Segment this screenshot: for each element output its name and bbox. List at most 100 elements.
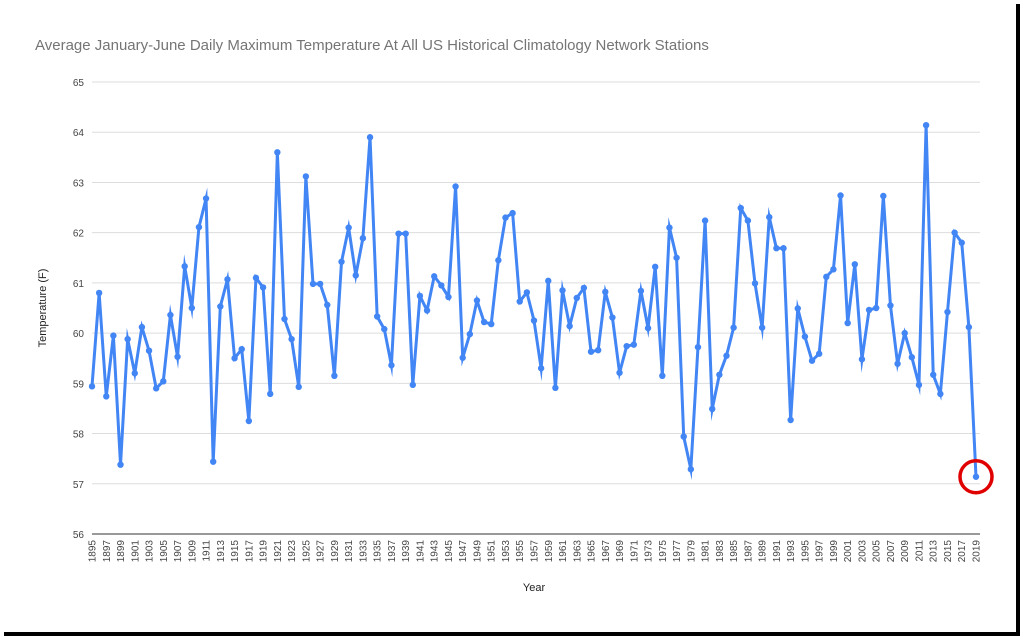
x-tick-label: 1995	[800, 540, 811, 563]
data-point-1989	[758, 324, 766, 331]
highlight-circle	[958, 458, 994, 495]
y-tick-label: 57	[73, 480, 85, 491]
data-point-1910	[195, 223, 203, 231]
x-tick-label: 1973	[644, 540, 655, 563]
x-tick-label: 2011	[914, 540, 925, 562]
x-tick-label: 1947	[458, 540, 469, 563]
x-tick-label: 1985	[729, 540, 740, 563]
data-point-1997	[815, 350, 823, 357]
data-point-2004	[865, 306, 873, 314]
data-point-2017	[958, 239, 965, 246]
data-point-1964	[580, 284, 588, 292]
x-tick-label: 1969	[615, 540, 626, 563]
y-tick-label: 61	[73, 279, 85, 290]
data-point-1946	[452, 183, 459, 190]
x-tick-label: 1917	[244, 540, 255, 563]
data-point-1930	[338, 258, 345, 265]
data-point-1925	[302, 173, 310, 180]
x-tick-label: 1931	[344, 540, 355, 563]
x-tick-label: 1901	[130, 540, 141, 563]
data-point-1972	[637, 287, 645, 295]
data-point-2000	[837, 192, 844, 199]
data-point-1979	[687, 466, 695, 473]
data-point-2008	[894, 360, 901, 367]
data-point-1998	[823, 273, 830, 281]
x-tick-label: 1913	[216, 540, 227, 563]
data-point-1899	[117, 461, 124, 468]
data-point-2018	[965, 323, 973, 331]
x-tick-label: 1993	[786, 540, 797, 563]
data-point-1942	[423, 307, 431, 314]
data-point-1918	[252, 274, 260, 282]
y-tick-label: 65	[73, 78, 85, 89]
data-point-1915	[231, 355, 238, 362]
data-point-1994	[794, 305, 801, 312]
x-tick-label: 2003	[857, 540, 868, 563]
x-tick-label: 1927	[316, 540, 327, 563]
y-axis-ticks: 56 57 58 59 60 61 62 63 64 65	[73, 78, 85, 541]
data-point-2009	[901, 329, 908, 337]
y-tick-label: 63	[73, 178, 85, 189]
x-tick-label: 1937	[387, 540, 398, 563]
data-point-1911	[202, 195, 210, 202]
x-tick-label: 1897	[102, 540, 113, 563]
data-point-1907	[174, 353, 181, 360]
data-point-1941	[416, 292, 424, 300]
y-tick-label: 62	[73, 229, 85, 240]
data-point-1922	[281, 315, 288, 323]
x-tick-label: 2007	[886, 540, 897, 563]
x-tick-label: 1921	[273, 540, 284, 563]
data-point-1956	[523, 289, 531, 296]
data-point-1947	[459, 354, 466, 361]
x-tick-label: 1957	[530, 540, 541, 563]
data-point-2005	[872, 304, 880, 312]
data-point-1974	[651, 263, 659, 271]
x-tick-label: 1971	[629, 540, 640, 563]
x-tick-label: 1923	[287, 540, 298, 563]
data-point-1962	[566, 322, 573, 330]
x-tick-label: 1949	[472, 540, 483, 563]
data-point-1932	[352, 272, 359, 279]
x-tick-label: 1945	[444, 540, 455, 563]
data-point-1982	[709, 405, 716, 413]
data-point-1895	[88, 383, 96, 390]
data-point-2003	[858, 356, 866, 363]
data-point-1904	[152, 385, 160, 392]
data-point-1984	[723, 352, 730, 359]
data-point-1977	[673, 254, 680, 261]
data-point-1935	[373, 313, 381, 320]
x-tick-label: 2009	[900, 540, 911, 563]
data-point-1901	[131, 370, 138, 377]
data-point-1959	[545, 277, 552, 285]
data-point-2002	[851, 261, 859, 268]
data-point-2014	[937, 390, 944, 398]
x-axis-title: Year	[523, 582, 546, 594]
x-tick-label: 1919	[259, 540, 270, 563]
data-point-1983	[716, 371, 723, 378]
data-point-1937	[388, 362, 395, 369]
data-point-1923	[288, 335, 295, 343]
data-point-1926	[309, 280, 317, 288]
data-point-1950	[480, 318, 488, 326]
data-point-1980	[694, 343, 702, 351]
data-point-1965	[587, 348, 595, 355]
data-point-1916	[238, 345, 245, 353]
data-point-1953	[502, 214, 509, 221]
data-point-1940	[409, 381, 417, 389]
data-point-1963	[573, 294, 580, 302]
x-tick-label: 2019	[972, 540, 983, 563]
data-point-1992	[780, 245, 787, 252]
data-point-2010	[908, 354, 916, 361]
x-axis-ticks: 1895 1897 1899 1901 1903 1905 1907 1909 1911 1913…	[88, 540, 983, 563]
x-tick-label: 1911	[202, 540, 213, 562]
data-point-2006	[880, 192, 887, 200]
data-point-1987	[744, 217, 752, 224]
x-tick-label: 1929	[330, 540, 341, 563]
data-point-1971	[630, 341, 638, 348]
data-point-1949	[473, 297, 481, 304]
x-tick-label: 1981	[701, 540, 712, 563]
x-tick-label: 1983	[715, 540, 726, 563]
x-tick-label: 1963	[572, 540, 583, 563]
x-tick-label: 1977	[672, 540, 683, 563]
y-tick-label: 59	[73, 379, 85, 390]
